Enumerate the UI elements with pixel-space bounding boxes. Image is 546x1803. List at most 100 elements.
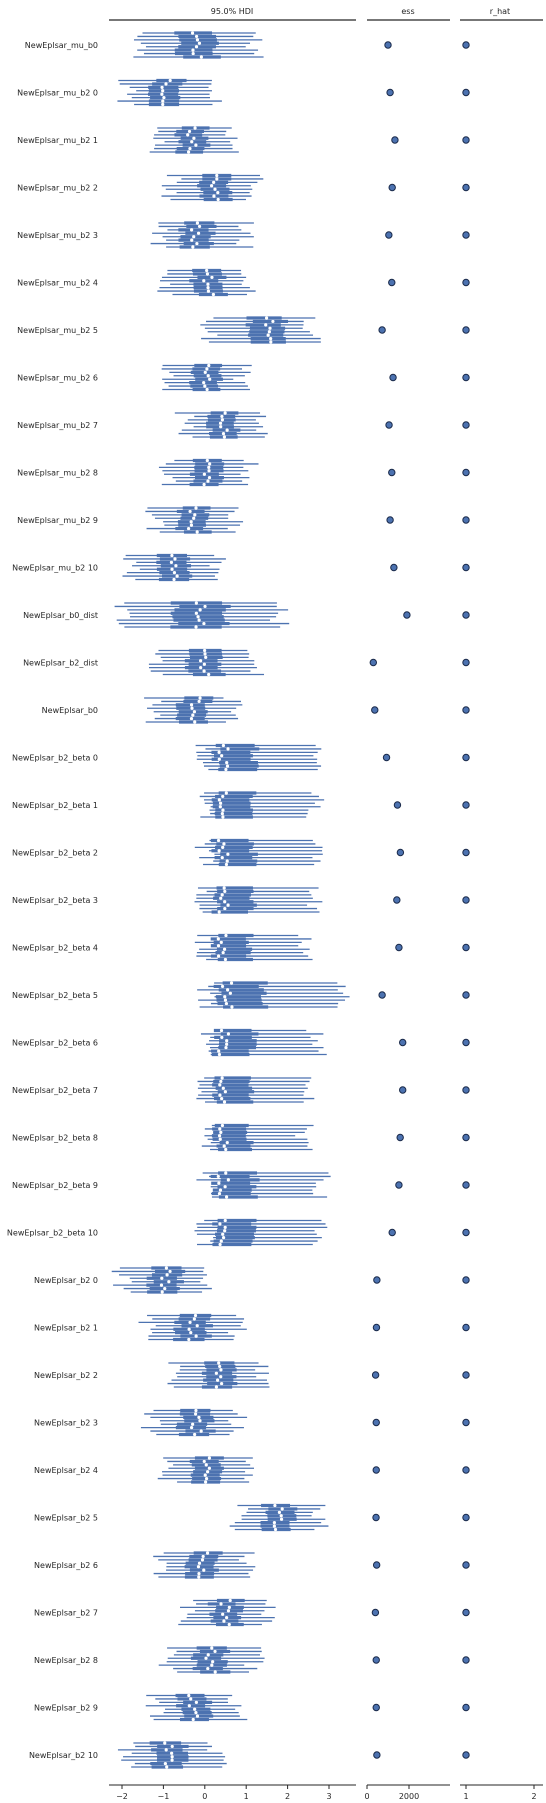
- variable-label: NewEplsar_mu_b2 7: [17, 421, 98, 430]
- variable-label: NewEplsar_b0: [42, 706, 98, 715]
- median-marker: [226, 1178, 230, 1182]
- median-marker: [193, 1432, 197, 1437]
- median-marker: [163, 1761, 167, 1766]
- median-marker: [218, 1137, 222, 1141]
- median-marker: [221, 1236, 226, 1240]
- median-marker: [193, 1412, 198, 1416]
- median-marker: [215, 173, 219, 178]
- variable-label: NewEplsar_b2_beta 0: [12, 754, 98, 763]
- ess-point: [385, 231, 393, 239]
- ess-point: [396, 1133, 404, 1142]
- hdi-tick-label: 3: [326, 1792, 331, 1801]
- median-marker: [194, 143, 198, 147]
- ess-point: [372, 1418, 380, 1427]
- ess-point: [389, 373, 397, 382]
- median-marker: [193, 126, 197, 130]
- variable-label: NewEplsar_b2_beta 3: [12, 896, 98, 905]
- ess-x-ticks: 0 2000: [364, 1785, 419, 1801]
- rhat-point: [462, 848, 470, 857]
- median-marker: [196, 1565, 201, 1569]
- hdi-row: [117, 1741, 227, 1769]
- median-marker: [228, 1598, 232, 1603]
- median-marker: [207, 469, 211, 473]
- median-marker: [207, 363, 211, 368]
- median-marker: [225, 761, 229, 765]
- median-marker: [190, 31, 195, 35]
- median-marker: [187, 1327, 191, 1331]
- variable-label: NewEplsar_b2 9: [34, 1704, 98, 1713]
- median-marker: [163, 1741, 167, 1745]
- median-marker: [212, 194, 216, 198]
- hdi-panel: 95.0% HDI −2 −1 0 1 2 3: [109, 7, 356, 1801]
- rhat-point: [462, 1561, 470, 1569]
- hdi-tick-label: −1: [158, 1792, 170, 1801]
- median-marker: [170, 553, 174, 558]
- median-marker: [217, 1181, 221, 1185]
- median-marker: [206, 479, 210, 483]
- variable-label: NewEplsar_b2 1: [34, 1324, 98, 1333]
- hdi-row: [196, 1076, 315, 1104]
- hdi-row: [150, 221, 254, 249]
- median-marker: [161, 89, 165, 93]
- median-marker: [277, 1510, 282, 1514]
- median-marker: [272, 1521, 276, 1525]
- median-marker: [224, 1171, 228, 1175]
- median-marker: [208, 462, 212, 466]
- median-marker: [223, 900, 227, 904]
- hdi-row: [133, 31, 264, 59]
- median-marker: [217, 798, 221, 802]
- median-marker: [218, 1093, 222, 1097]
- median-marker: [191, 713, 195, 717]
- hdi-row: [157, 268, 256, 297]
- median-marker: [205, 367, 209, 371]
- median-marker: [220, 1076, 224, 1080]
- ess-tick-label: 2000: [399, 1792, 419, 1801]
- median-marker: [208, 377, 212, 381]
- median-marker: [207, 1466, 211, 1470]
- median-marker: [269, 340, 273, 344]
- median-marker: [194, 34, 199, 39]
- median-marker: [195, 241, 199, 246]
- median-marker: [207, 476, 212, 480]
- median-marker: [225, 764, 230, 768]
- median-marker: [202, 381, 206, 385]
- median-marker: [222, 435, 227, 439]
- ess-points: [369, 41, 411, 1759]
- median-marker: [279, 1514, 283, 1518]
- ess-point: [388, 1228, 396, 1237]
- hdi-row: [201, 1123, 314, 1152]
- variable-label: NewEplsar_b2 10: [29, 1751, 98, 1760]
- ess-point: [384, 41, 392, 49]
- median-marker: [222, 842, 226, 846]
- hdi-row: [157, 1456, 254, 1484]
- median-marker: [191, 51, 195, 56]
- rhat-point: [462, 136, 470, 144]
- rhat-points: [462, 41, 470, 1759]
- median-marker: [218, 805, 222, 809]
- median-marker: [188, 509, 192, 514]
- median-marker: [219, 940, 223, 944]
- median-marker: [189, 523, 194, 527]
- hdi-row: [111, 1266, 212, 1294]
- median-marker: [280, 1507, 284, 1511]
- median-marker: [221, 951, 225, 955]
- median-marker: [190, 140, 194, 144]
- ess-point: [371, 706, 379, 714]
- median-marker: [226, 988, 230, 992]
- median-marker: [186, 133, 190, 137]
- ess-point: [403, 611, 411, 619]
- median-marker: [195, 1324, 199, 1328]
- rhat-point: [462, 1323, 470, 1332]
- median-marker: [189, 1697, 193, 1701]
- rhat-point: [462, 516, 470, 524]
- median-marker: [269, 336, 273, 341]
- variable-label: NewEplsar_b2 3: [34, 1419, 98, 1428]
- rhat-point: [462, 706, 470, 714]
- ess-point: [372, 1466, 380, 1474]
- rhat-panel-title: r_hat: [490, 7, 510, 16]
- median-marker: [197, 224, 202, 229]
- median-marker: [221, 815, 225, 819]
- median-marker: [222, 1100, 227, 1104]
- median-marker: [160, 85, 164, 89]
- median-marker: [226, 747, 230, 751]
